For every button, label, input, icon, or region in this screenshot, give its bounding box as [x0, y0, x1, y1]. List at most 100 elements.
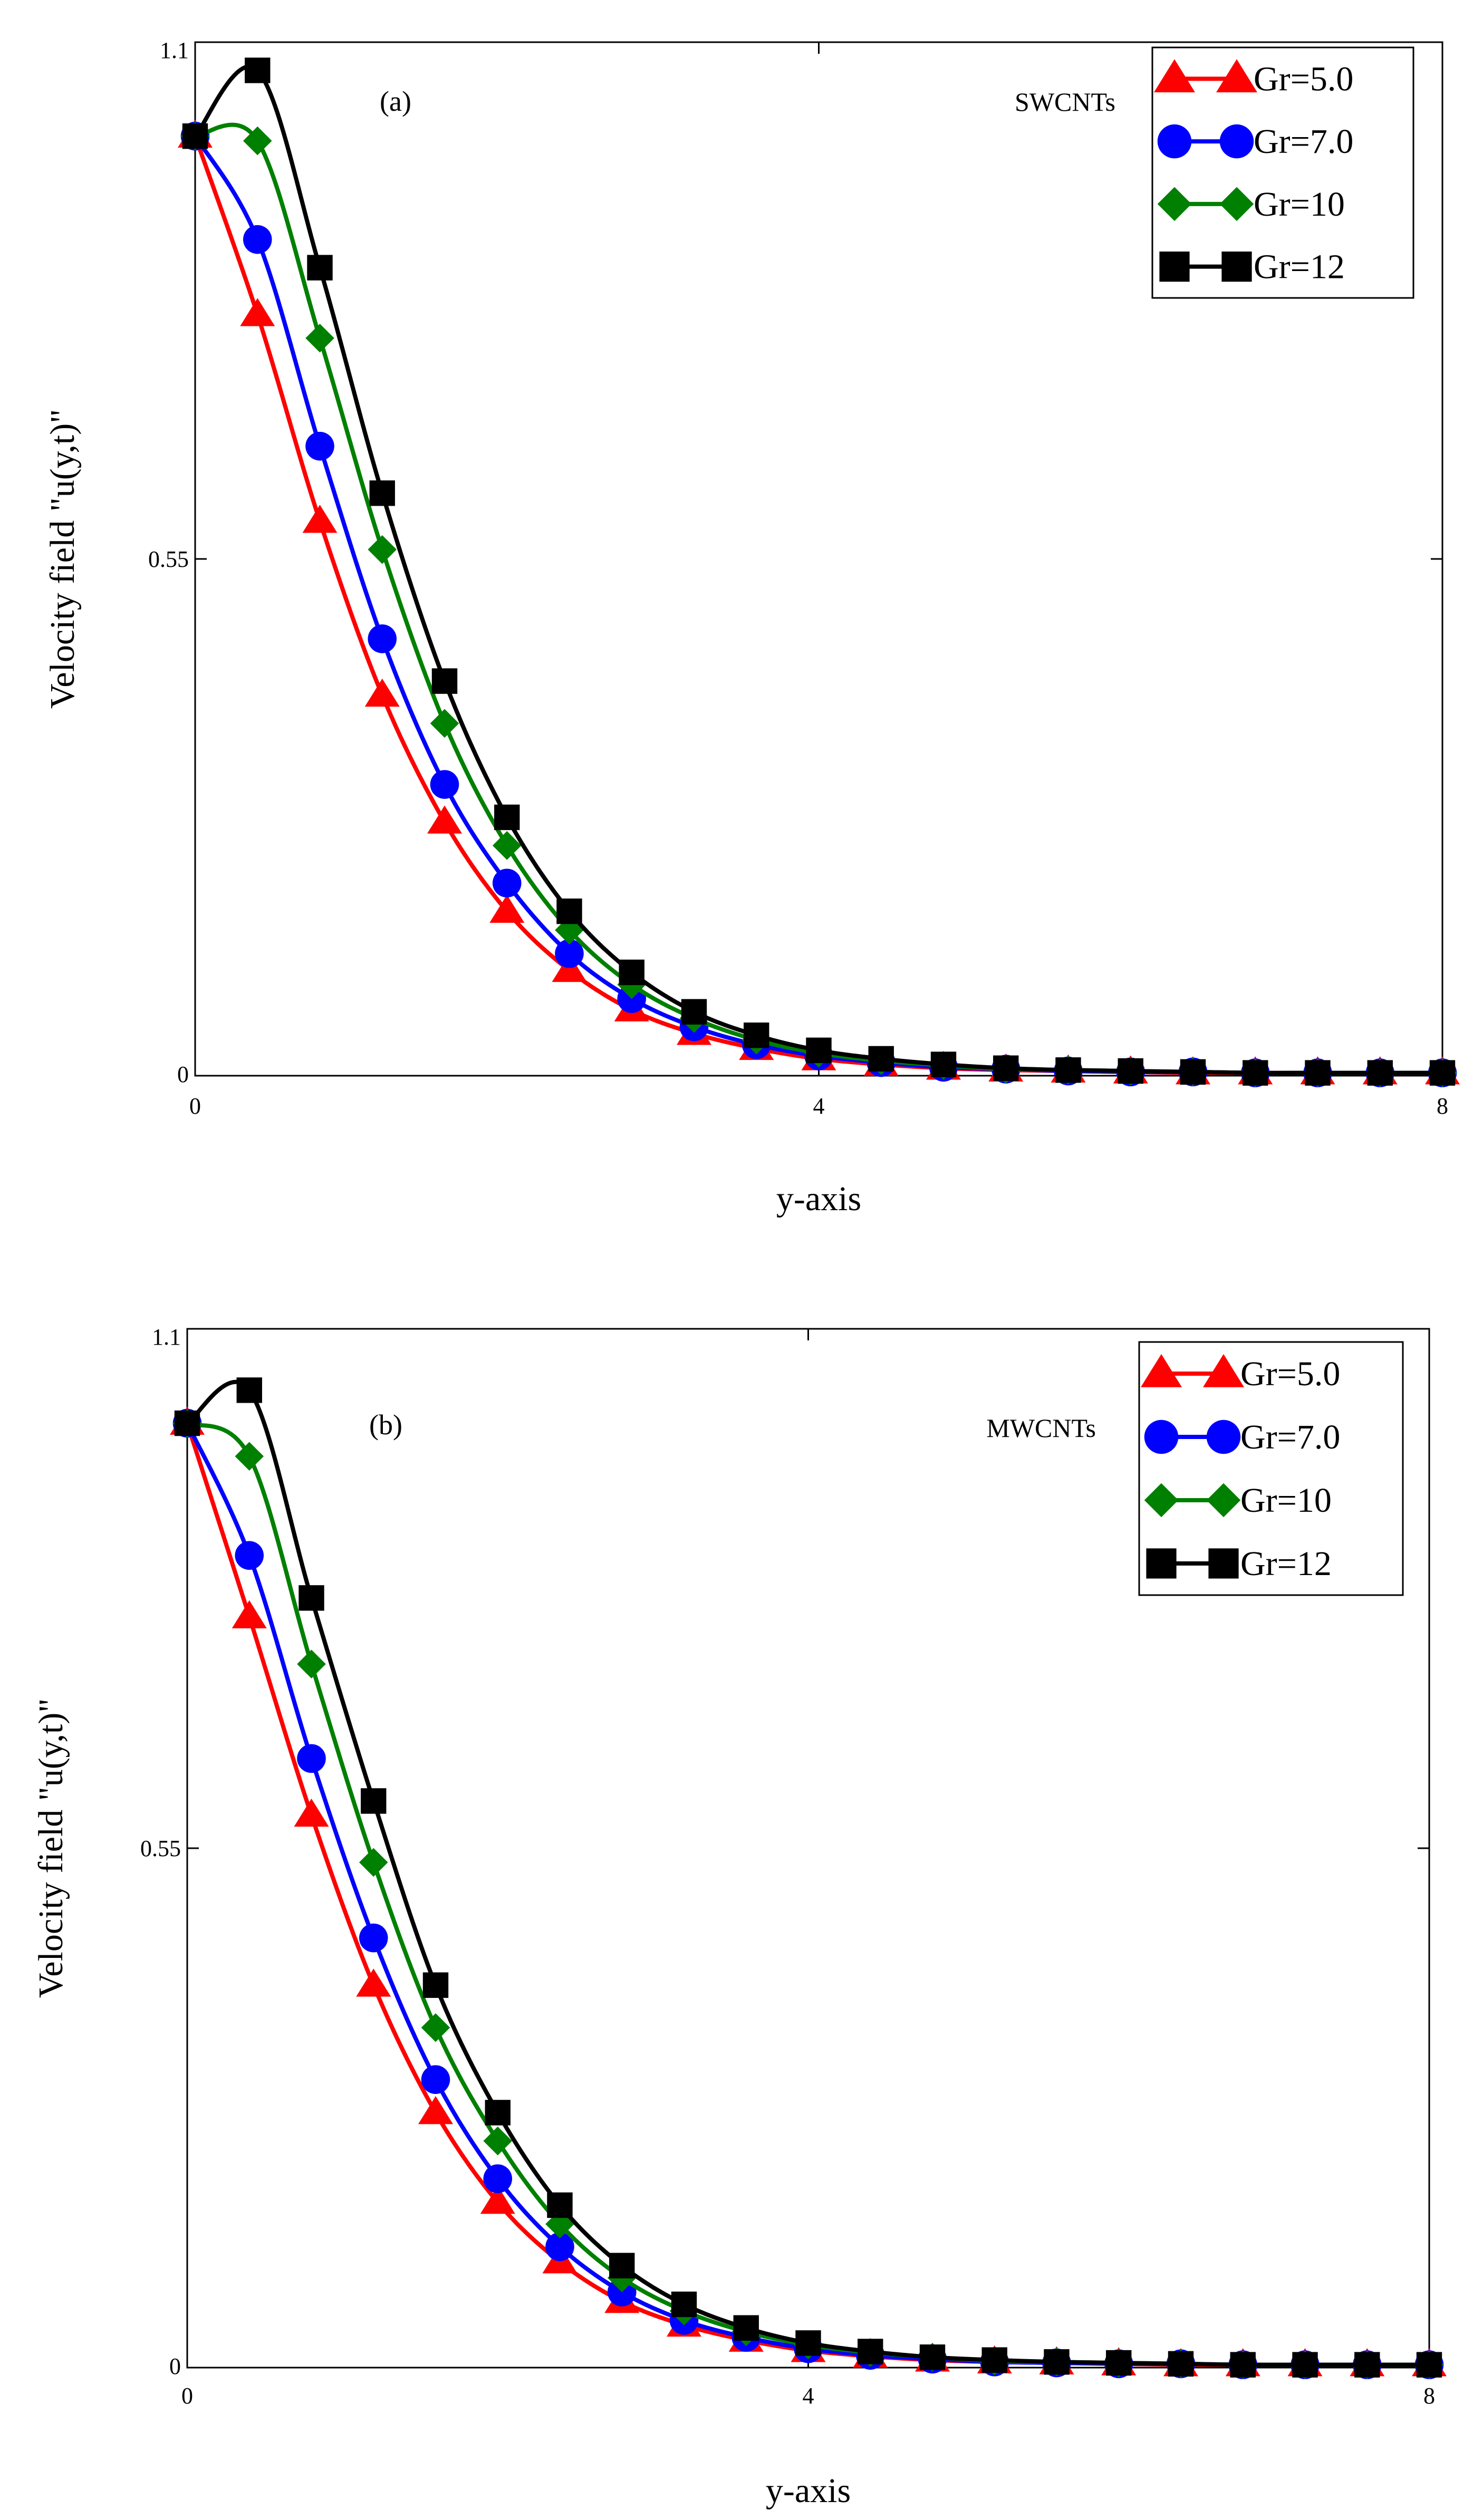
data-point: [492, 831, 522, 860]
data-point: [681, 999, 707, 1025]
data-point: [305, 431, 334, 461]
data-point: [232, 1600, 267, 1629]
material-annotation: SWCNTs: [1015, 87, 1115, 117]
legend-marker: [1144, 1483, 1179, 1518]
data-point: [368, 624, 397, 653]
data-point: [609, 2253, 635, 2278]
data-point: [302, 505, 338, 533]
data-point: [795, 2330, 821, 2356]
data-point: [305, 323, 334, 353]
x-tick-label: 4: [803, 2383, 814, 2409]
series-Gr=12: [174, 1377, 1442, 2378]
data-point: [297, 1649, 326, 1679]
legend-marker: [1146, 1548, 1177, 1579]
data-point: [430, 709, 459, 738]
data-point: [356, 1968, 391, 1997]
data-point: [421, 2065, 450, 2094]
data-point: [1292, 2352, 1318, 2378]
data-point: [993, 1055, 1019, 1081]
data-point: [480, 2186, 515, 2214]
data-point: [868, 1046, 894, 1072]
x-tick-label: 8: [1437, 1093, 1448, 1119]
data-point: [1416, 2352, 1442, 2378]
legend-marker: [1216, 59, 1257, 93]
data-point: [858, 2339, 883, 2364]
data-point: [806, 1037, 832, 1064]
legend-entry: Gr=7.0: [1254, 122, 1353, 161]
y-axis-label: Velocity field "u(y,t)": [43, 409, 82, 709]
legend-entry: Gr=12: [1240, 1544, 1332, 1583]
data-point: [744, 1022, 769, 1048]
data-point: [427, 805, 462, 834]
data-point: [235, 1442, 264, 1471]
data-point: [1367, 1060, 1393, 1086]
data-point: [236, 1377, 262, 1403]
legend-marker: [1154, 59, 1195, 93]
data-point: [919, 2344, 946, 2370]
data-point: [1305, 1060, 1331, 1086]
legend-marker: [1159, 252, 1190, 282]
y-tick-label: 1.1: [160, 37, 189, 63]
data-point: [1106, 2350, 1132, 2376]
y-axis-label: Velocity field "u(y,t)": [32, 1698, 70, 1998]
data-point: [483, 2126, 513, 2156]
data-point: [483, 2164, 513, 2194]
data-point: [1044, 2349, 1070, 2375]
panel-label: (b): [369, 1409, 402, 1441]
y-tick-label: 0.55: [148, 546, 189, 572]
data-point: [1429, 1060, 1456, 1086]
legend-marker: [1141, 1354, 1182, 1387]
legend-marker: [1206, 1483, 1241, 1518]
data-point: [361, 1788, 387, 1814]
chart-panel-b: 0 4 8 0 0.55 1.1 y-axis Velocity field "u(y,t)"…: [32, 1324, 1447, 2510]
data-point: [182, 123, 208, 149]
data-point: [1354, 2352, 1380, 2378]
data-point: [733, 2315, 759, 2341]
data-point: [359, 1923, 388, 1953]
series-Gr=12: [182, 57, 1456, 1086]
data-point: [547, 2192, 573, 2218]
data-point: [297, 1744, 326, 1773]
data-point: [1055, 1057, 1081, 1083]
y-tick-label: 1.1: [152, 1324, 181, 1350]
data-point: [245, 57, 271, 83]
data-point: [307, 255, 333, 281]
data-point: [1168, 2351, 1194, 2377]
data-point: [671, 2291, 697, 2318]
data-point: [545, 2232, 574, 2262]
legend-marker: [1221, 252, 1252, 282]
data-point: [369, 480, 395, 506]
legend-entry: Gr=12: [1254, 248, 1345, 286]
legend-marker: [1144, 1420, 1179, 1454]
panel-label: (a): [380, 85, 411, 117]
legend-box: [1138, 1341, 1404, 1596]
x-axis-label: y-axis: [776, 1180, 861, 1218]
data-point: [930, 1051, 957, 1077]
data-point: [235, 1541, 264, 1570]
data-point: [489, 894, 525, 923]
data-point: [556, 898, 582, 924]
x-axis-label: y-axis: [766, 2471, 851, 2510]
data-point: [1243, 1060, 1268, 1086]
data-point: [981, 2347, 1007, 2373]
data-point: [418, 2096, 453, 2125]
x-tick-label: 8: [1423, 2383, 1435, 2409]
data-point: [1230, 2352, 1256, 2378]
data-point: [1180, 1059, 1206, 1085]
data-point: [485, 2100, 511, 2126]
x-tick-label: 4: [813, 1093, 825, 1119]
data-point: [294, 1798, 329, 1827]
data-point: [299, 1585, 324, 1611]
data-point: [430, 770, 459, 799]
data-point: [431, 668, 458, 694]
legend-marker: [1219, 187, 1254, 221]
legend-marker: [1208, 1548, 1239, 1579]
data-point: [364, 678, 400, 707]
data-point: [494, 804, 520, 831]
legend-marker: [1203, 1354, 1244, 1387]
x-tick-label: 0: [189, 1093, 201, 1119]
material-annotation: MWCNTs: [986, 1413, 1096, 1443]
legend-entry: Gr=7.0: [1240, 1418, 1340, 1456]
legend-entry: Gr=5.0: [1240, 1355, 1340, 1393]
